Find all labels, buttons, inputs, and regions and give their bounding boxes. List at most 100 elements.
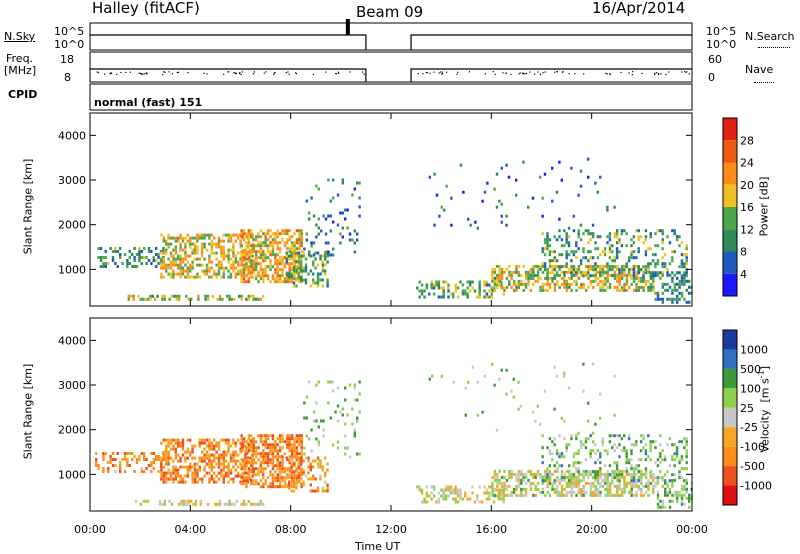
power-cell xyxy=(582,274,585,278)
velocity-cell xyxy=(644,475,648,479)
velocity-cell xyxy=(336,440,340,444)
power-cell xyxy=(656,244,660,248)
velocity-cell xyxy=(642,473,645,477)
power-cell xyxy=(615,247,619,251)
power-cell xyxy=(601,279,605,283)
power-cell xyxy=(625,288,629,292)
velocity-cell xyxy=(194,502,198,506)
velocity-cell xyxy=(181,444,185,448)
top-panel-trace xyxy=(90,34,367,50)
velocity-cell xyxy=(656,505,660,509)
power-cell xyxy=(151,294,154,298)
velocity-cell xyxy=(213,456,216,460)
power-cell xyxy=(232,263,235,267)
power-cell xyxy=(162,239,165,243)
velocity-cell xyxy=(546,467,549,471)
velocity-cell xyxy=(169,477,173,481)
velocity-cell xyxy=(283,470,287,474)
velocity-cell xyxy=(656,481,660,485)
power-cell xyxy=(623,264,626,268)
velocity-cell xyxy=(428,494,431,498)
power-cell xyxy=(445,184,448,188)
nave-dot xyxy=(265,71,267,73)
power-cell xyxy=(498,276,501,280)
power-cell xyxy=(594,264,597,268)
power-cell xyxy=(683,262,686,266)
power-cell xyxy=(510,276,513,280)
velocity-cell xyxy=(447,485,450,489)
power-cell xyxy=(179,233,182,237)
velocity-cell xyxy=(95,464,98,467)
power-cell xyxy=(254,256,258,260)
velocity-cell xyxy=(262,458,265,462)
velocity-cell xyxy=(493,478,497,482)
velocity-cell xyxy=(247,470,251,474)
velocity-cell xyxy=(281,458,284,462)
velocity-cell xyxy=(680,493,684,497)
velocity-cell xyxy=(683,467,686,471)
power-cell xyxy=(254,268,258,272)
velocity-cell xyxy=(584,473,588,477)
power-cell xyxy=(262,274,265,278)
velocity-cell xyxy=(242,499,246,503)
velocity-cell xyxy=(298,437,301,441)
freq-label: Freq. xyxy=(6,52,34,65)
nsky-spike xyxy=(345,19,350,35)
power-cell xyxy=(271,238,275,242)
power-cell xyxy=(276,259,279,263)
velocity-cell xyxy=(640,475,643,479)
power-cell xyxy=(594,270,597,274)
velocity-cell xyxy=(217,456,221,460)
power-heatmap xyxy=(97,157,693,304)
velocity-cell xyxy=(630,452,633,456)
power-cell xyxy=(544,282,547,286)
velocity-cell xyxy=(290,476,294,480)
velocity-cell xyxy=(613,449,616,453)
velocity-cell xyxy=(577,481,581,485)
power-cell xyxy=(196,239,199,243)
velocity-cell xyxy=(498,490,501,494)
velocity-cell xyxy=(647,479,650,483)
velocity-cell xyxy=(107,470,110,473)
velocity-cell xyxy=(471,485,474,489)
power-cell xyxy=(226,294,229,298)
velocity-cell xyxy=(572,464,576,468)
power-cell xyxy=(649,276,653,280)
velocity-cell xyxy=(208,459,211,463)
velocity-cell xyxy=(647,484,650,488)
power-cell xyxy=(300,250,303,254)
velocity-cell xyxy=(572,452,576,456)
power-cell xyxy=(536,264,540,268)
velocity-cell xyxy=(208,441,211,445)
power-cell xyxy=(172,263,175,267)
velocity-cell xyxy=(298,476,301,480)
power-cell xyxy=(222,251,225,255)
velocity-cell xyxy=(244,456,247,460)
velocity-cell xyxy=(608,487,612,491)
power-cell xyxy=(300,244,303,248)
power-cell xyxy=(324,263,327,267)
velocity-cell xyxy=(587,419,590,423)
velocity-cell xyxy=(510,472,513,476)
velocity-cell xyxy=(298,434,301,438)
velocity-cell xyxy=(659,476,662,480)
velocity-cell xyxy=(303,416,306,420)
power-cell xyxy=(283,241,287,245)
velocity-cell xyxy=(534,493,537,497)
power-cell xyxy=(310,196,313,200)
power-cell xyxy=(546,244,549,248)
power-cell xyxy=(179,236,182,240)
power-cell xyxy=(478,283,481,287)
velocity-cell xyxy=(520,487,523,491)
power-cell xyxy=(563,285,566,289)
velocity-cell xyxy=(186,456,189,460)
velocity-cell xyxy=(213,453,216,457)
power-cell xyxy=(310,244,313,248)
power-cell xyxy=(637,279,641,283)
power-cell xyxy=(430,286,433,290)
velocity-cell xyxy=(452,497,455,501)
velocity-cell xyxy=(685,461,688,465)
velocity-cell xyxy=(649,443,652,447)
power-cell xyxy=(671,256,674,260)
power-cell xyxy=(140,250,143,253)
